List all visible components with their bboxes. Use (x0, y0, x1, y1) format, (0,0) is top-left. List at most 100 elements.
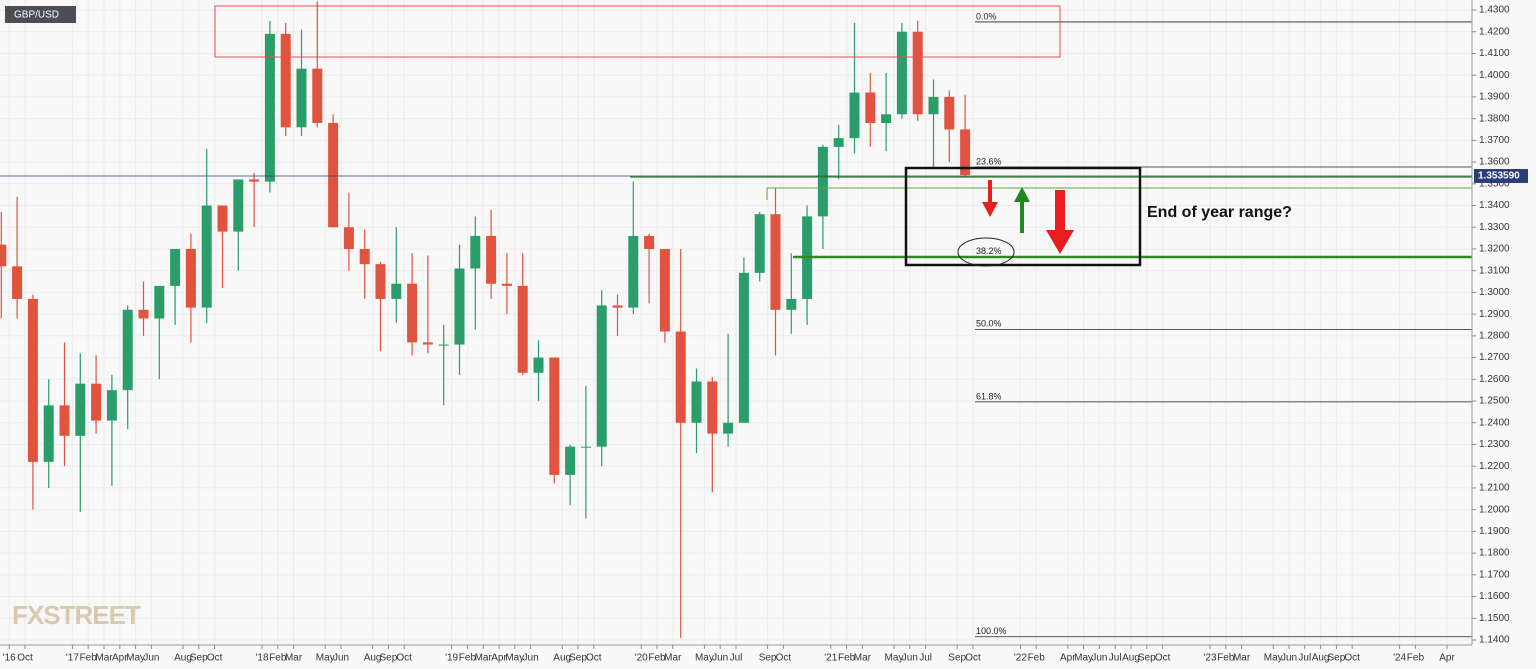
candle-body (201, 205, 212, 308)
candle-body (944, 96, 955, 130)
x-tick-label: '24 (1393, 653, 1406, 664)
candle-body (328, 122, 339, 228)
range-box (904, 166, 1142, 267)
candle-body (375, 264, 386, 299)
highlight-ellipse (957, 237, 1015, 267)
candle-body (580, 446, 591, 448)
candle-body (454, 268, 465, 345)
candle-body (786, 298, 797, 310)
candle-body (312, 68, 323, 123)
candle-body (75, 383, 86, 436)
fib-label: 100.0% (976, 626, 1007, 636)
y-tick-label: 1.1900 (1479, 526, 1510, 537)
x-tick-label: May (1074, 653, 1093, 664)
y-tick-label: 1.1600 (1479, 591, 1510, 602)
candle-body (217, 205, 228, 232)
candle-body (59, 405, 70, 436)
candle-body (0, 244, 7, 267)
x-tick-label: Aug (1312, 653, 1330, 664)
x-tick-label: Mar (475, 653, 493, 664)
y-tick-label: 1.2700 (1479, 352, 1510, 363)
candle-body (359, 248, 370, 265)
x-tick-label: Apr (1060, 653, 1076, 664)
x-tick-label: Feb (1217, 653, 1235, 664)
x-tick-label: Feb (269, 653, 287, 664)
candle-body (517, 285, 528, 373)
x-tick-label: Aug (553, 653, 571, 664)
candle-body (628, 235, 639, 308)
candle-body (422, 342, 433, 345)
x-tick-label: '16 (3, 653, 16, 664)
candle-body (106, 390, 117, 421)
arrow-up (1014, 187, 1030, 233)
y-tick-label: 1.1400 (1479, 635, 1510, 646)
x-tick-label: '18 (255, 653, 268, 664)
candle-body (881, 114, 892, 123)
candle-body (185, 248, 196, 308)
candle-body (486, 235, 497, 284)
y-tick-label: 1.4000 (1479, 70, 1510, 81)
last-price-label: 1.353590 (1478, 171, 1520, 182)
y-tick-label: 1.2600 (1479, 374, 1510, 385)
x-tick-label: Feb (648, 653, 666, 664)
fib-label: 61.8% (976, 391, 1002, 401)
x-tick-label: Jun (1281, 653, 1297, 664)
y-tick-label: 1.2400 (1479, 417, 1510, 428)
candle-body (170, 248, 181, 286)
candle-body (865, 92, 876, 123)
x-tick-label: Jun (712, 653, 728, 664)
x-tick-label: May (695, 653, 714, 664)
x-tick-label: May (316, 653, 335, 664)
candles (0, 1, 971, 638)
candle-body (122, 309, 133, 391)
y-tick-label: 1.3100 (1479, 265, 1510, 276)
x-tick-label: Oct (965, 653, 981, 664)
watermark: FXSTREET (12, 600, 141, 630)
y-tick-label: 1.1800 (1479, 548, 1510, 559)
y-tick-label: 1.2100 (1479, 483, 1510, 494)
candle-body (770, 214, 781, 310)
candle-body (280, 33, 291, 128)
x-tick-label: Oct (1155, 653, 1171, 664)
candle-body (343, 227, 354, 249)
x-tick-label: Feb (838, 653, 856, 664)
x-tick-label: '22 (1014, 653, 1027, 664)
candle-body (91, 383, 102, 421)
y-tick-label: 1.2300 (1479, 439, 1510, 450)
y-tick-label: 1.3500 (1479, 178, 1510, 189)
x-tick-label: Oct (17, 653, 33, 664)
x-tick-label: '19 (445, 653, 458, 664)
candle-body (438, 344, 449, 346)
candle-body (470, 235, 481, 269)
last-price-badge (1474, 168, 1528, 183)
candle-body (754, 214, 765, 273)
x-tick-label: Sep (759, 653, 777, 664)
y-tick-label: 1.4200 (1479, 26, 1510, 37)
x-tick-label: Jun (333, 653, 349, 664)
x-tick-label: May (505, 653, 524, 664)
x-tick-label: '20 (635, 653, 648, 664)
x-tick-label: '17 (66, 653, 79, 664)
candle-body (12, 266, 23, 299)
arrow-down-small (982, 180, 998, 217)
candle-body (817, 146, 828, 217)
y-tick-label: 1.2500 (1479, 396, 1510, 407)
candle-body (549, 357, 560, 475)
x-tick-label: Oct (396, 653, 412, 664)
x-tick-label: Feb (80, 653, 98, 664)
candle-body (738, 272, 749, 423)
x-tick-label: Apr (491, 653, 507, 664)
x-tick-label: May (126, 653, 145, 664)
x-tick-label: Mar (854, 653, 872, 664)
y-tick-label: 1.3700 (1479, 135, 1510, 146)
x-tick-label: Jun (902, 653, 918, 664)
y-tick-label: 1.1500 (1479, 613, 1510, 624)
candle-body (27, 298, 38, 462)
y-tick-label: 1.2200 (1479, 461, 1510, 472)
x-tick-label: Mar (1233, 653, 1251, 664)
fib-label: 38.2% (976, 246, 1002, 256)
x-tick-label: Mar (95, 653, 113, 664)
x-tick-label: Sep (569, 653, 587, 664)
x-tick-label: Oct (586, 653, 602, 664)
